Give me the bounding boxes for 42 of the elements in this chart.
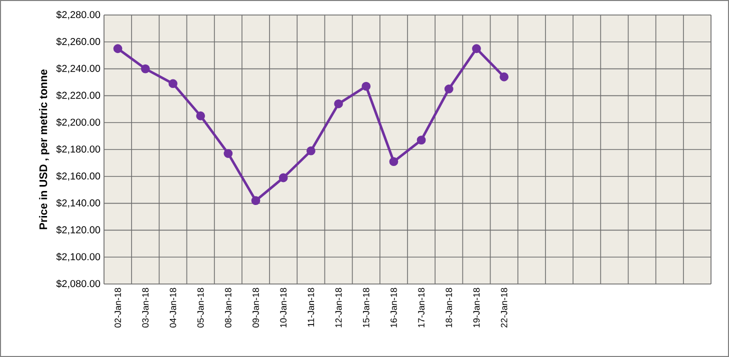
point	[196, 111, 206, 120]
x-tick-label: 05-Jan-18	[197, 288, 204, 328]
x-tick-label: 10-Jan-18	[280, 288, 287, 328]
x-tick-label: 15-Jan-18	[362, 288, 370, 328]
x-tick-label: 19-Jan-18	[473, 288, 480, 328]
point	[113, 44, 122, 54]
y-tick-label: $2,140.00	[56, 198, 100, 208]
x-tick-label: 03-Jan-18	[142, 288, 149, 328]
y-tick-label: $2,260.00	[56, 38, 100, 46]
point	[472, 44, 481, 54]
x-tick-label: 09-Jan-18	[252, 288, 259, 328]
point	[362, 82, 371, 91]
x-tick-label: 17-Jan-18	[418, 288, 424, 328]
point	[500, 72, 509, 82]
x-tick-label: 08-Jan-18	[224, 288, 232, 328]
point	[444, 84, 454, 94]
y-tick-label: $2,280.00	[56, 10, 100, 20]
y-axis-title: Price in USD , per metric tonne	[39, 70, 50, 230]
y-tick-label: $2,240.00	[56, 64, 100, 74]
x-tick-label: 02-Jan-18	[114, 288, 121, 328]
y-tick-label: $2,200.00	[56, 118, 100, 127]
x-tick-label: 22-Jan-18	[500, 288, 508, 328]
point	[334, 99, 343, 108]
point	[224, 149, 233, 158]
y-tick-label: $2,100.00	[56, 252, 100, 262]
y-tick-label: $2,220.00	[56, 91, 100, 100]
point	[251, 196, 260, 206]
y-tick-label: $2,080.00	[56, 280, 100, 288]
point	[168, 79, 178, 88]
point	[416, 136, 426, 145]
point	[306, 146, 316, 156]
x-tick-label: 18-Jan-18	[446, 288, 452, 328]
point	[389, 157, 398, 166]
x-tick-label: 04-Jan-18	[170, 288, 176, 328]
x-tick-label: 11-Jan-18	[308, 288, 314, 327]
x-tick-label: 16-Jan-18	[390, 288, 397, 328]
point	[278, 173, 288, 182]
y-tick-label: $2,160.00	[56, 172, 100, 181]
point	[140, 64, 150, 74]
y-tick-label: $2,120.00	[56, 226, 100, 235]
x-tick-label: 12-Jan-18	[335, 288, 342, 328]
y-tick-label: $2,180.00	[56, 145, 100, 154]
